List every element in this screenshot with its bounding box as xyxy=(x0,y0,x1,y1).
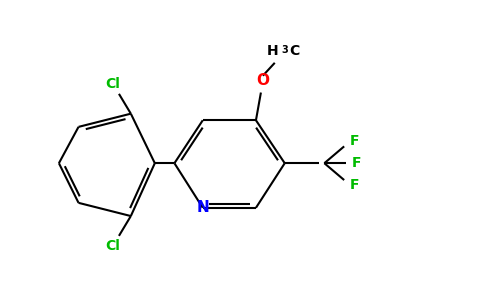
Text: C: C xyxy=(289,44,300,58)
Text: F: F xyxy=(349,134,359,148)
Text: O: O xyxy=(257,73,270,88)
Text: N: N xyxy=(197,200,209,215)
Text: F: F xyxy=(351,156,361,170)
Text: H: H xyxy=(267,44,279,58)
Text: Cl: Cl xyxy=(106,77,121,91)
Text: Cl: Cl xyxy=(106,239,121,253)
Text: F: F xyxy=(349,178,359,192)
Text: 3: 3 xyxy=(282,45,288,55)
